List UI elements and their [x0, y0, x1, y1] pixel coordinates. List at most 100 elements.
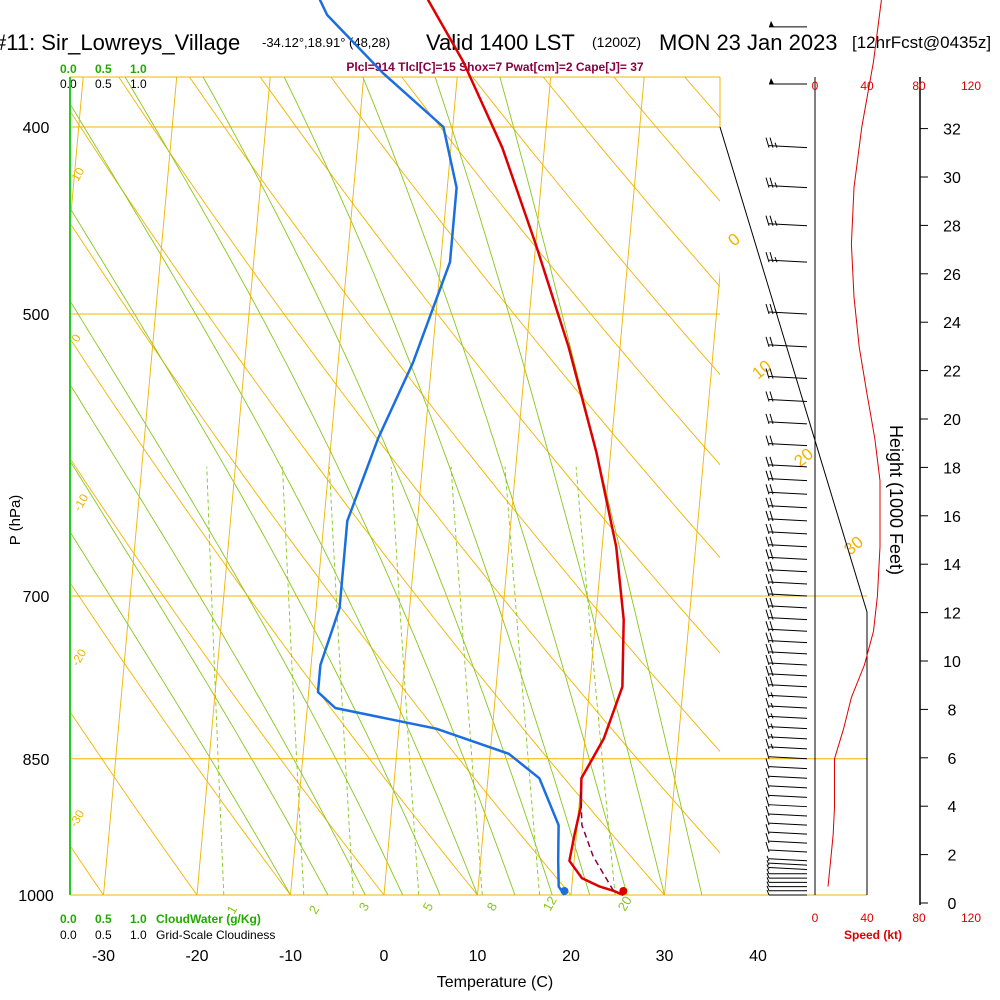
cloud-water-tick-top-0: 0.0	[60, 62, 77, 76]
wind-barb-shaft	[768, 531, 808, 535]
wind-barb-feather	[765, 585, 770, 597]
wind-barb	[765, 303, 808, 315]
moist-adiabat-line	[499, 77, 703, 895]
cloudiness-tick-top-2: 1.0	[130, 77, 147, 91]
speed-axis-label: Speed (kt)	[844, 928, 902, 942]
wind-barb	[765, 251, 808, 263]
wind-barb-feather	[769, 597, 774, 609]
wind-barb-half-feather	[766, 868, 770, 874]
wind-barb-feather	[765, 549, 770, 560]
wind-barb	[765, 435, 808, 447]
wind-barb-feather	[765, 609, 770, 620]
wind-barb-shaft	[768, 478, 808, 482]
wind-barb-feather	[765, 841, 770, 853]
wind-barb-feather	[769, 336, 774, 348]
wind-barb-half-feather	[766, 859, 770, 866]
moist-adiabat-line	[70, 299, 404, 895]
wind-barb-shaft	[768, 443, 808, 447]
wind-barb-feather	[765, 665, 770, 677]
wind-barb-shaft	[768, 662, 808, 666]
speed-tick-top: 80	[912, 79, 926, 93]
wind-barb	[765, 597, 808, 609]
pressure-tick-label: 1000	[18, 888, 54, 905]
wind-barb-feather	[769, 632, 774, 643]
wind-barb-feather	[765, 654, 770, 666]
wind-barb-shaft	[768, 311, 808, 315]
isobar-lines	[70, 76, 867, 896]
wind-barb-half-feather	[766, 881, 770, 887]
height-tick-label: 26	[943, 267, 961, 284]
wind-barb-shaft	[768, 628, 808, 632]
pressure-ticks: 2503004005007008501000	[18, 120, 54, 905]
wind-barb-feather	[765, 787, 770, 798]
moist-adiabat-line	[70, 207, 441, 895]
wind-barb-feather	[765, 368, 770, 379]
wind-barb-feather	[765, 676, 770, 687]
wind-barb	[769, 77, 807, 85]
wind-barb-feather	[765, 536, 770, 547]
dewpoint-profile-line	[316, 0, 566, 896]
wind-barb-feather	[765, 708, 770, 719]
wind-barb-feather	[769, 561, 774, 572]
temperature-tick-label: -20	[185, 948, 208, 965]
dry-adiabat-line	[70, 337, 479, 895]
cloud-water-tick-top-2: 1.0	[130, 62, 147, 76]
wind-barb	[765, 585, 808, 597]
wind-barb-shaft	[768, 684, 808, 688]
moist-adiabat-line	[70, 530, 291, 895]
dry-adiabat-line	[188, 77, 720, 753]
dry-adiabat-line	[70, 110, 666, 895]
wind-barb	[765, 497, 808, 509]
wind-barb-feather	[765, 718, 770, 729]
wind-barb	[765, 573, 808, 585]
temperature-tick-label: 30	[656, 948, 674, 965]
cloudiness-tick-top-1: 0.5	[95, 77, 112, 91]
wind-barb-shaft	[768, 858, 808, 862]
mixing-ratio-line	[328, 466, 354, 895]
mixing-ratio-label: 12	[540, 893, 560, 913]
wind-barb-shaft	[768, 831, 808, 835]
wind-barb	[765, 470, 808, 482]
wind-barb-feather	[765, 413, 770, 424]
cloud-water-tick-top-1: 0.5	[95, 62, 112, 76]
valid-date: MON 23 Jan 2023	[659, 30, 838, 55]
dry-adiabat-line	[118, 77, 720, 854]
wind-barb-feather	[765, 777, 770, 788]
wind-barb	[765, 676, 808, 688]
wind-barb-feather	[765, 510, 770, 522]
wind-barb-feather	[769, 470, 774, 481]
wind-barb	[765, 796, 808, 808]
wind-barb	[765, 456, 808, 468]
wind-barb-shaft	[768, 344, 808, 348]
wind-barb-pennant	[769, 77, 774, 84]
dry-adiabat-line	[70, 222, 572, 895]
height-axis-label: Height (1000 Feet)	[886, 425, 906, 575]
wind-barb-feather	[765, 805, 770, 817]
wind-barb	[765, 728, 808, 740]
wind-barb-half-feather	[766, 872, 770, 879]
wind-barb	[765, 665, 808, 677]
wind-barb-feather	[765, 303, 770, 315]
wind-barb	[765, 391, 808, 402]
wind-barb-shaft	[768, 673, 808, 677]
wind-barb-feather	[765, 497, 770, 508]
wind-barb	[765, 697, 808, 709]
wind-barb-shaft	[768, 421, 808, 425]
temperature-tick-label: 0	[380, 948, 389, 965]
wind-barb-half-feather	[774, 308, 778, 315]
wind-barb-feather	[769, 251, 774, 263]
cloud-water-tick-bottom-2: 1.0	[130, 912, 147, 926]
wind-barb	[765, 484, 808, 495]
wind-barb	[765, 832, 808, 844]
wind-barb-feather	[769, 510, 774, 522]
cloud-water-label: CloudWater (g/Kg)	[156, 912, 261, 926]
wind-barb-feather	[765, 832, 770, 844]
wind-barb-feather	[765, 768, 770, 779]
moist-adiabat-line	[70, 383, 366, 895]
speed-tick-top: 40	[860, 79, 874, 93]
moist-adiabat-line	[70, 460, 329, 895]
wind-barb	[766, 864, 808, 870]
pressure-tick-label: 500	[23, 307, 50, 324]
